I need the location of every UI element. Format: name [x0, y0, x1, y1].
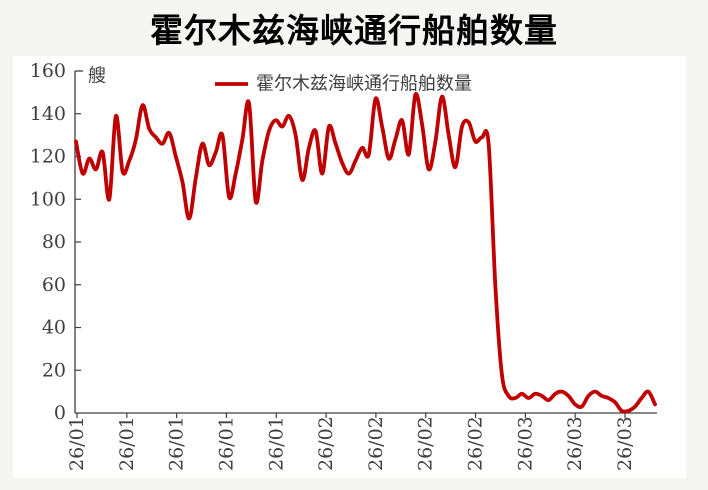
y-axis-tick-label: 140	[30, 103, 66, 125]
y-axis-tick-label: 0	[54, 402, 66, 424]
legend-label: 霍尔木兹海峡通行船舶数量	[256, 74, 472, 95]
x-axis-tick-label: 26/01	[116, 416, 138, 471]
y-axis-unit-label: 艘	[88, 66, 106, 87]
x-axis-tick-label: 26/01	[215, 416, 237, 471]
x-axis-tick-label: 26/02	[365, 416, 387, 471]
x-axis-tick-label: 26/02	[465, 416, 487, 471]
x-axis-tick-label: 26/02	[415, 416, 437, 471]
legend: 霍尔木兹海峡通行船舶数量	[215, 74, 472, 95]
y-axis-tick-label: 60	[42, 274, 66, 296]
x-axis-tick-label: 26/01	[66, 416, 88, 471]
series-line	[74, 91, 657, 414]
y-axis-tick-label: 160	[30, 60, 66, 82]
y-axis-tick-label: 120	[30, 146, 66, 168]
x-axis-tick-label: 26/03	[614, 416, 636, 471]
x-axis-tick-label: 26/03	[564, 416, 586, 471]
y-axis-tick-label: 80	[42, 231, 66, 253]
x-axis-tick-label: 26/01	[166, 416, 188, 471]
chart-card	[13, 56, 686, 478]
axes-layer: 0 20 40 60 80 100 120 140 160 26/01 26/01 26/01 26/0…	[30, 60, 657, 471]
y-axis-tick-label: 40	[42, 317, 66, 339]
y-axis-tick-label: 100	[30, 188, 66, 210]
x-axis-tick-label: 26/02	[315, 416, 337, 471]
x-axis-tick-label: 26/03	[514, 416, 536, 471]
chart-title: 霍尔木兹海峡通行船舶数量	[150, 11, 558, 50]
y-axis-tick-label: 20	[42, 359, 66, 381]
x-axis-tick-label: 26/01	[265, 416, 287, 471]
